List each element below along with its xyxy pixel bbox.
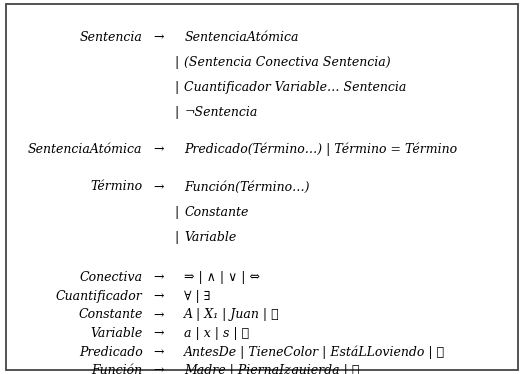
Text: Sentencia: Sentencia [80,31,143,44]
Text: Predicado: Predicado [79,346,143,359]
Text: |: | [174,56,178,69]
Text: →: → [153,364,163,374]
Text: |: | [174,206,178,218]
Text: SentenciaAtómica: SentenciaAtómica [184,31,299,44]
Text: SentenciaAtómica: SentenciaAtómica [28,143,143,156]
Text: →: → [153,31,163,44]
Text: Constante: Constante [184,206,249,218]
Text: →: → [153,181,163,193]
FancyBboxPatch shape [6,4,518,370]
Text: →: → [153,327,163,340]
Text: Conectiva: Conectiva [80,271,143,284]
Text: Función: Función [91,364,143,374]
Text: ⇒ | ∧ | ∨ | ⇔: ⇒ | ∧ | ∨ | ⇔ [184,271,260,284]
Text: |: | [174,81,178,94]
Text: →: → [153,143,163,156]
Text: |: | [174,231,178,243]
Text: →: → [153,271,163,284]
Text: Predicado(Término…) | Término = Término: Predicado(Término…) | Término = Término [184,142,457,156]
Text: Función(Término…): Función(Término…) [184,181,310,193]
Text: ∀ | ∃: ∀ | ∃ [184,290,211,303]
Text: ¬Sentencia: ¬Sentencia [184,106,258,119]
Text: a | x | s | ⋯: a | x | s | ⋯ [184,327,249,340]
Text: Término: Término [91,181,143,193]
Text: A | X₁ | Juan | ⋯: A | X₁ | Juan | ⋯ [184,309,280,321]
Text: →: → [153,290,163,303]
Text: Variable: Variable [90,327,143,340]
Text: (Sentencia Conectiva Sentencia): (Sentencia Conectiva Sentencia) [184,56,391,69]
Text: Constante: Constante [78,309,143,321]
Text: →: → [153,309,163,321]
Text: Madre | PiernaIzquierda | ⋯: Madre | PiernaIzquierda | ⋯ [184,364,360,374]
Text: AntesDe | TieneColor | EstáLLoviendo | ⋯: AntesDe | TieneColor | EstáLLoviendo | ⋯ [184,346,445,359]
Text: Cuantificador Variable… Sentencia: Cuantificador Variable… Sentencia [184,81,407,94]
Text: →: → [153,346,163,359]
Text: |: | [174,106,178,119]
Text: Variable: Variable [184,231,237,243]
Text: Cuantificador: Cuantificador [56,290,143,303]
